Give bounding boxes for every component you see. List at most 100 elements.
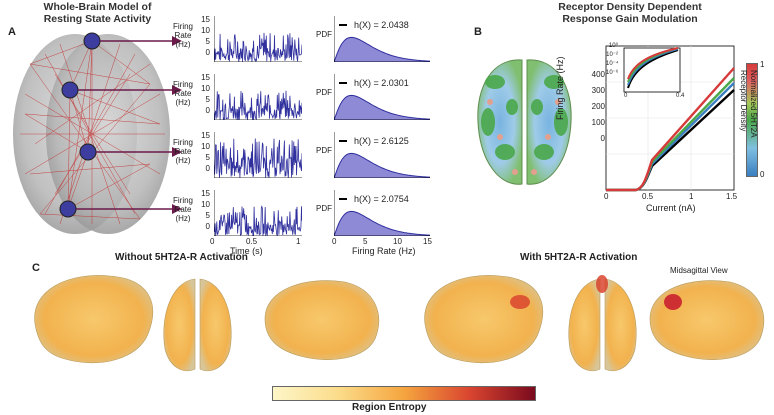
xtick: 0 [332,237,337,246]
xtick: 0.5 [246,237,258,246]
panel-b-title-line1: Receptor Density Dependent [558,1,702,13]
trace-row-3: Firing Rate (Hz) 15 10 5 0 PDF h(X) = 2.… [170,130,490,190]
inset-ytick: 10⁻² [606,52,618,58]
ytick: 5 [205,211,210,220]
with-activation-title: With 5HT2A-R Activation [520,252,638,263]
traces-and-pdfs: Firing Rate (Hz) 15 10 5 0 PDF h(X) = 2.… [170,14,490,264]
colorbar-label: Normalized 5HT2A Receptor Density [738,70,758,138]
pdf-xlabel: Firing Rate (Hz) [352,246,416,256]
entropy-brain-surfaces [34,275,764,372]
trace-ylabel-line1: Firing [172,196,193,205]
b-yticks: 400 300 200 100 0 [585,57,605,157]
trace-ylabel-line1: Firing [172,138,193,147]
inset-xticks: 0 0.4 [624,93,684,101]
firing-trace-4 [214,190,302,236]
ytick: 0 [600,134,605,143]
with-medial-hotspot [664,294,682,310]
inset-curves [627,47,679,89]
ytick: 100 [591,118,605,127]
trace-ylabel-line2: Rate (Hz) [174,205,192,223]
node-4 [59,200,77,218]
entropy-label-4: h(X) = 2.0754 [354,194,409,204]
curve-high-density [606,67,735,192]
firing-trace-1 [214,16,302,62]
trace-xticks: 0 0.5 1 [210,237,306,247]
ytick: 0 [205,222,210,231]
node-1 [83,32,101,50]
node-arrows [76,36,182,214]
with-dorsal-right [604,278,637,372]
trace-row-1: Firing Rate (Hz) 15 10 5 0 PDF h(X) = 2.… [170,14,490,74]
trace-ylabel: Firing Rate (Hz) [170,138,196,165]
inset-xtick: 0 [624,93,628,99]
without-activation-title: Without 5HT2A-R Activation [115,252,248,263]
without-lateral-left-brain [34,275,153,364]
xtick: 15 [423,237,432,246]
trace-ylabel: Firing Rate (Hz) [170,80,196,107]
without-dorsal-left [163,278,196,372]
panel-a-letter: A [8,26,16,38]
connectivity-edges [20,40,165,225]
xtick: 1 [296,237,301,246]
xtick: 5 [363,237,368,246]
receptor-density-colorbar [746,63,758,177]
ytick: 0 [205,48,210,57]
xtick: 10 [393,237,402,246]
with-lateral-left-brain [424,275,543,364]
ytick: 0 [205,106,210,115]
inset-xtick: 0.4 [676,93,685,99]
ytick: 15 [201,189,210,198]
trace-ylabel-line1: Firing [172,22,193,31]
ytick: 5 [205,95,210,104]
xtick: 1 [689,192,694,201]
b-xticks: 0 0.5 1 1.5 [600,192,750,202]
pdf-ylabel: PDF [316,146,332,155]
trace-row-2: Firing Rate (Hz) 15 10 5 0 PDF h(X) = 2.… [170,72,490,132]
ytick: 10 [201,84,210,93]
with-dorsal-left [568,278,601,372]
ytick: 15 [201,131,210,140]
ytick: 5 [205,37,210,46]
panel-b-title: Receptor Density Dependent Response Gain… [520,1,740,25]
without-medial-brain [264,280,379,360]
ytick: 400 [591,70,605,79]
trace-yticks: 15 10 5 0 [200,72,210,116]
node-2 [61,81,79,99]
trace-ylabel-line2: Rate (Hz) [174,31,192,49]
pdf-curve [334,210,430,236]
ytick: 10 [201,26,210,35]
colorbar-tick-bottom: 0 [760,170,765,179]
b-xlabel: Current (nA) [646,203,696,213]
pdf-curve [334,152,430,178]
pdf-plot-1 [334,16,430,62]
xtick: 1.5 [726,192,738,201]
inset-ytick: 10⁻⁴ [606,61,619,67]
trace-ylabel-line1: Firing [172,80,193,89]
firing-trace-2 [214,74,302,120]
receptor-density-brain [477,59,572,185]
ytick: 15 [201,15,210,24]
panel-b-letter: B [474,26,482,38]
trace-yticks: 15 10 5 0 [200,14,210,58]
entropy-label-2: h(X) = 2.0301 [354,78,409,88]
firing-rate-vs-current-chart [605,45,735,192]
trace-yticks: 15 10 5 0 [200,188,210,232]
with-medial-brain [649,280,764,360]
pdf-ylabel: PDF [316,204,332,213]
trace-line [214,32,302,62]
trace-row-4: Firing Rate (Hz) 15 10 5 0 PDF h(X) = 2.… [170,188,490,264]
pdf-curve [334,94,430,120]
panel-c-letter: C [32,262,40,274]
colorbar-tick-top: 1 [760,60,765,69]
trace-yticks: 15 10 5 0 [200,130,210,174]
inset-ytick: 10⁰ [608,43,618,49]
inset-yticks: 10⁰ 10⁻² 10⁻⁴ 10⁻⁶ [606,42,618,78]
brain-network-axial [13,32,182,234]
without-dorsal-right [199,278,232,372]
ytick: 200 [591,102,605,111]
trace-line [214,205,302,236]
panel-a-title-line1: Whole-Brain Model of [43,1,152,13]
xtick: 0 [604,192,609,201]
receptor-green-regions [481,75,568,160]
pdf-ylabel: PDF [316,88,332,97]
